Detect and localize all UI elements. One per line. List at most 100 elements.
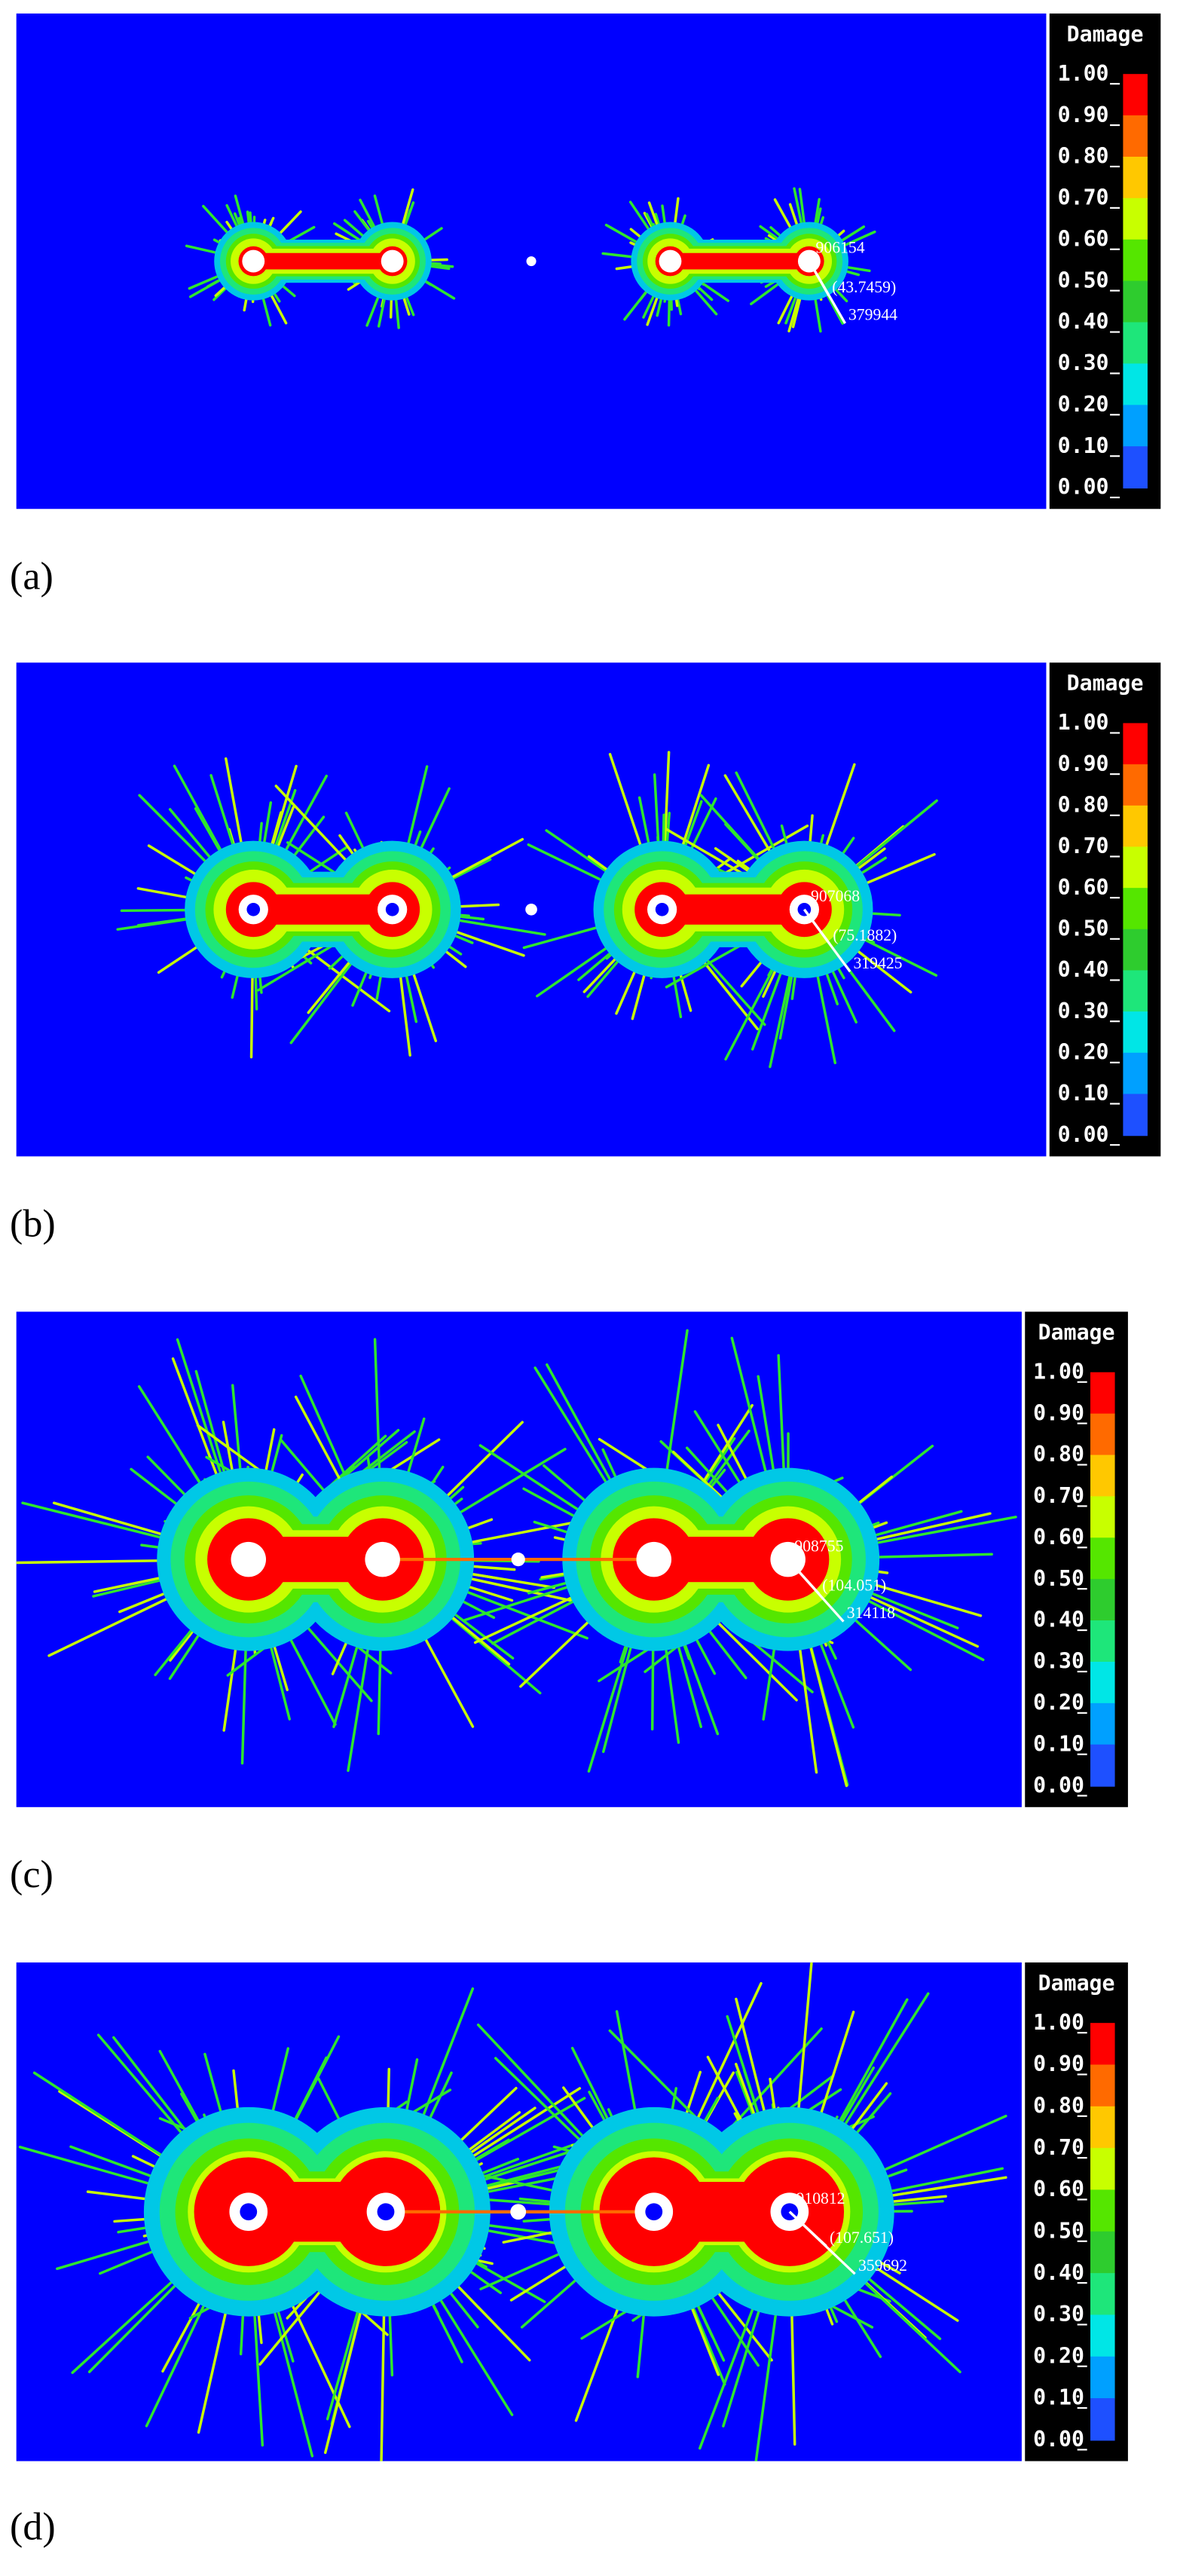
colorbar-swatch: [1090, 1579, 1115, 1622]
colorbar-tick-label: 0.90: [1033, 2051, 1084, 2076]
colorbar-title: Damage: [1067, 671, 1144, 696]
colorbar-swatch: [1123, 970, 1148, 1013]
colorbar-swatch: [1090, 2314, 1115, 2357]
hole: [659, 249, 682, 273]
annotation: 319425: [853, 954, 902, 972]
colorbar-tick-label: 0.80: [1058, 792, 1109, 817]
colorbar-swatch: [1090, 1455, 1115, 1498]
damage-bridge: [662, 894, 805, 925]
panel: 907068 (75.1882) 319425 Damage 1.00 0.90 0.80 0…: [10, 662, 1161, 1246]
colorbar-swatch: [1090, 2189, 1115, 2232]
colorbar-swatch: [1090, 2148, 1115, 2191]
annotation: 908755: [794, 1537, 843, 1555]
colorbar-swatch: [1123, 197, 1148, 240]
colorbar-tick-label: 0.30: [1058, 999, 1109, 1023]
colorbar-tick-label: 1.00: [1033, 2010, 1084, 2035]
colorbar-tick-label: 0.40: [1033, 2260, 1084, 2285]
leader: [788, 2210, 856, 2275]
colorbar-tick-label: 0.50: [1058, 268, 1109, 292]
colorbar-swatch: [1123, 805, 1148, 848]
colorbar-tick-label: 0.40: [1058, 309, 1109, 334]
colorbar-tick-label: 0.60: [1033, 2177, 1084, 2201]
colorbar-tick-label: 0.20: [1058, 1039, 1109, 1064]
colorbar-swatch: [1123, 446, 1148, 489]
colorbar-swatch: [1123, 405, 1148, 448]
hole: [231, 1541, 267, 1577]
colorbar-tick-label: 0.90: [1058, 751, 1109, 776]
damage-bridge: [248, 2182, 386, 2242]
hole-core: [246, 902, 261, 916]
annotation: 314118: [847, 1604, 895, 1622]
colorbar-tick-label: 0.00: [1058, 475, 1109, 500]
colorbar: Damage 1.00 0.90 0.80 0.70 0.60 0.50 0.40 0.30 0.…: [1025, 1311, 1128, 1807]
damage-bridge: [248, 1537, 383, 1583]
colorbar-tick-label: 0.30: [1058, 350, 1109, 375]
colorbar-swatch: [1090, 2398, 1115, 2441]
hole-core: [240, 2203, 258, 2221]
colorbar: Damage 1.00 0.90 0.80 0.70 0.60 0.50 0.40 0.30 0.…: [1025, 1962, 1128, 2461]
colorbar-swatch: [1090, 1661, 1115, 1704]
colorbar-swatch: [1090, 2023, 1115, 2066]
colorbar-swatch: [1123, 1011, 1148, 1054]
center-point: [526, 256, 537, 267]
colorbar-swatch: [1123, 846, 1148, 889]
colorbar-swatch: [1090, 2106, 1115, 2149]
panel: 908755 (104.051) 314118 Damage 1.00 0.90 0.80 0…: [10, 1311, 1128, 1896]
colorbar-tick-label: 0.60: [1058, 226, 1109, 251]
colorbar-tick-label: 0.40: [1058, 957, 1109, 982]
colorbar-tick-label: 0.10: [1033, 1731, 1084, 1756]
damage-map: [16, 1329, 1017, 1788]
colorbar-tick-label: 0.80: [1033, 2093, 1084, 2118]
colorbar-swatch: [1123, 280, 1148, 323]
colorbar-swatch: [1090, 1496, 1115, 1539]
annotation: (43.7459): [832, 278, 896, 296]
hole: [381, 249, 404, 273]
colorbar-tick-label: 0.20: [1033, 1690, 1084, 1715]
panel: 910812 (107.651) 359692 Damage 1.00 0.90 0.80 0…: [10, 1962, 1128, 2549]
colorbar-tick-label: 0.50: [1033, 2218, 1084, 2243]
colorbar-tick-label: 0.10: [1033, 2385, 1084, 2410]
colorbar-swatch: [1090, 1413, 1115, 1456]
annotation: (107.651): [830, 2229, 894, 2247]
colorbar-swatch: [1090, 2273, 1115, 2316]
colorbar-swatch: [1123, 322, 1148, 365]
hole-core: [655, 902, 669, 916]
colorbar-swatch: [1090, 2064, 1115, 2107]
panel-label: (b): [10, 1203, 56, 1246]
annotation: (104.051): [822, 1576, 886, 1594]
annotation: (75.1882): [833, 926, 897, 944]
colorbar-tick-label: 0.60: [1033, 1525, 1084, 1550]
colorbar-swatch: [1123, 239, 1148, 282]
colorbar-swatch: [1123, 888, 1148, 930]
colorbar-swatch: [1123, 764, 1148, 806]
colorbar-tick-label: 0.30: [1033, 2302, 1084, 2327]
hole: [636, 1541, 672, 1577]
center-point: [525, 903, 537, 916]
colorbar-tick-label: 0.10: [1058, 433, 1109, 458]
colorbar-swatch: [1123, 74, 1148, 117]
colorbar-tick-label: 1.00: [1058, 61, 1109, 86]
colorbar-tick-label: 0.80: [1033, 1442, 1084, 1467]
colorbar-swatch: [1090, 1620, 1115, 1663]
annotation: 910812: [796, 2189, 845, 2207]
colorbar-swatch: [1123, 115, 1148, 158]
panel-label: (c): [10, 1853, 54, 1896]
panel-label: (a): [10, 555, 54, 598]
colorbar-swatch: [1090, 1744, 1115, 1787]
colorbar-tick-label: 1.00: [1033, 1359, 1084, 1384]
colorbar-tick-label: 0.80: [1058, 144, 1109, 169]
colorbar-swatch: [1090, 2231, 1115, 2275]
damage-map: [185, 187, 876, 333]
damage-bridge: [653, 1537, 788, 1583]
colorbar-tick-label: 0.00: [1058, 1122, 1109, 1147]
colorbar-tick-label: 0.30: [1033, 1649, 1084, 1674]
colorbar-title: Damage: [1067, 22, 1144, 47]
colorbar-swatch: [1123, 723, 1148, 766]
panel: 906154 (43.7459) 379944 Damage 1.00 0.90 0.80 0…: [10, 13, 1161, 598]
colorbar-tick-label: 0.70: [1058, 834, 1109, 858]
colorbar-tick-label: 0.10: [1058, 1081, 1109, 1106]
panel-label: (d): [10, 2506, 56, 2549]
damage-map: [116, 751, 938, 1069]
colorbar-tick-label: 0.70: [1033, 1483, 1084, 1508]
center-point: [511, 1553, 525, 1567]
